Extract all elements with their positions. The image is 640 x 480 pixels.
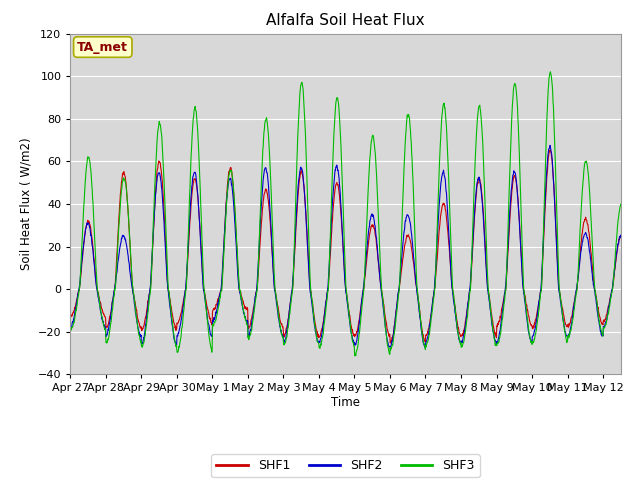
SHF1 <box>635 320 640 325</box>
SHF2 <box>489 327 497 333</box>
SHF1 <box>387 340 394 346</box>
SHF2 <box>547 143 554 148</box>
SHF2 <box>156 170 163 176</box>
Line: SHF1: SHF1 <box>70 150 639 343</box>
X-axis label: Time: Time <box>331 396 360 409</box>
SHF2 <box>635 323 640 329</box>
SHF3 <box>67 326 74 332</box>
SHF2 <box>340 254 348 260</box>
SHF3 <box>340 218 348 224</box>
SHF3 <box>329 158 337 164</box>
SHF1 <box>628 294 636 300</box>
Text: TA_met: TA_met <box>77 40 128 54</box>
SHF2 <box>67 324 74 330</box>
SHF3 <box>547 69 554 75</box>
SHF2 <box>628 299 636 304</box>
SHF3 <box>635 324 640 330</box>
SHF1 <box>340 251 348 257</box>
Line: SHF2: SHF2 <box>70 145 639 348</box>
Y-axis label: Soil Heat Flux ( W/m2): Soil Heat Flux ( W/m2) <box>19 138 32 270</box>
SHF1 <box>67 313 74 319</box>
SHF1 <box>573 288 580 294</box>
SHF2 <box>329 194 337 200</box>
Line: SHF3: SHF3 <box>70 72 639 356</box>
SHF3 <box>628 295 636 301</box>
Legend: SHF1, SHF2, SHF3: SHF1, SHF2, SHF3 <box>211 454 480 477</box>
SHF3 <box>573 289 580 295</box>
Title: Alfalfa Soil Heat Flux: Alfalfa Soil Heat Flux <box>266 13 425 28</box>
SHF1 <box>489 318 497 324</box>
SHF3 <box>351 353 359 359</box>
SHF1 <box>547 147 554 153</box>
SHF3 <box>489 326 497 332</box>
SHF3 <box>156 119 163 124</box>
SHF1 <box>329 209 337 215</box>
SHF2 <box>421 345 429 350</box>
SHF1 <box>156 159 163 165</box>
SHF2 <box>573 287 580 292</box>
